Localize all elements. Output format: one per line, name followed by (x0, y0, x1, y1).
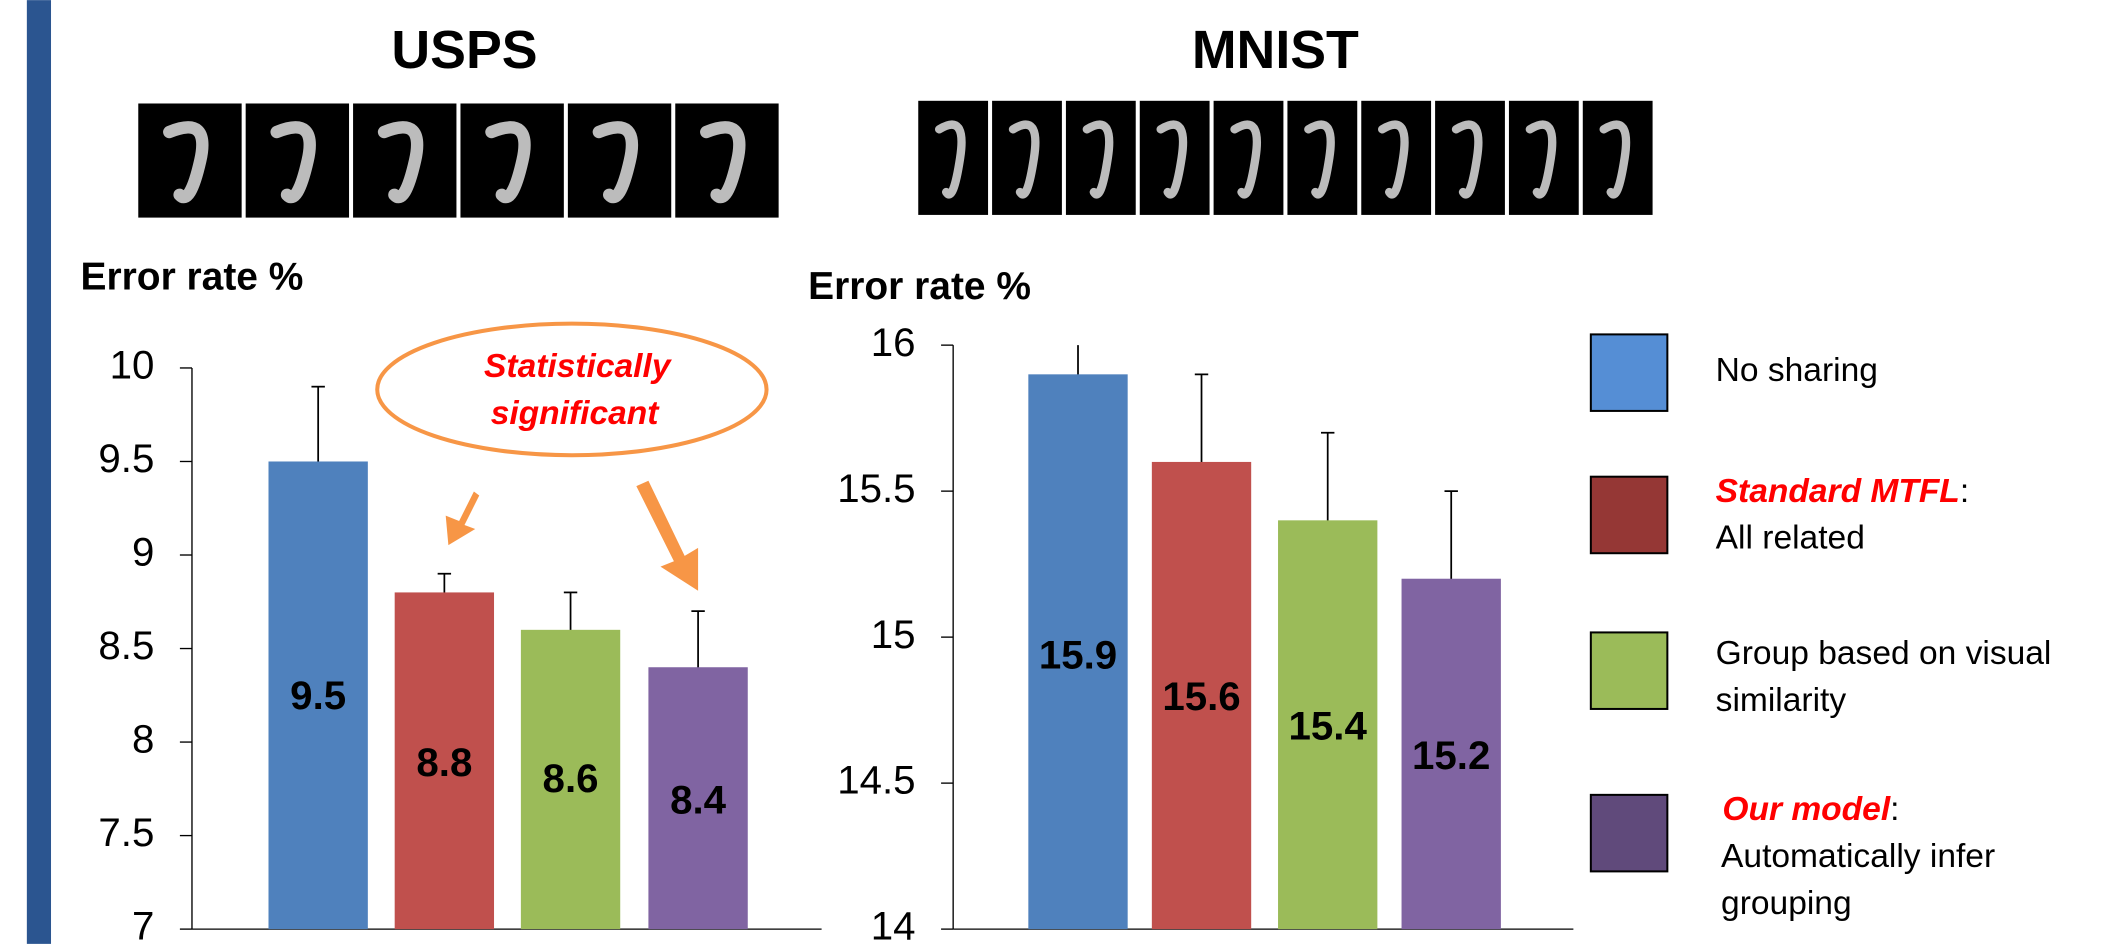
digit-image (1583, 101, 1653, 215)
legend-label: similarity (1716, 682, 1847, 719)
value-label: 9.5 (290, 673, 346, 718)
digit-image (1140, 101, 1210, 215)
page: { "chart_data": [ { "type": "bar", "titl… (0, 0, 2105, 944)
digit-image (1361, 101, 1431, 215)
y-tick-label: 7 (132, 904, 154, 944)
y-tick-label: 9.5 (98, 436, 154, 481)
slide: Statistically significant USPS Error rate… (0, 0, 2105, 944)
y-axis-label: Error rate % (808, 265, 1031, 308)
legend-swatch (1591, 477, 1668, 554)
y-tick-label: 15.5 (837, 466, 915, 511)
digit-image (1214, 101, 1284, 215)
annotation-text: Statistically (484, 348, 673, 385)
value-label: 15.2 (1412, 733, 1490, 778)
value-label: 8.6 (543, 756, 599, 801)
legend-label: All related (1716, 520, 1865, 557)
chart-title: USPS (391, 20, 537, 80)
legend-swatch (1591, 632, 1668, 709)
arrow (446, 491, 480, 545)
y-tick-label: 15 (871, 612, 916, 657)
y-tick-label: 9 (132, 530, 154, 575)
arrow (636, 481, 698, 591)
legend-emphasis-text: Standard MTFL (1716, 473, 1960, 510)
legend-label: Automatically infer (1721, 838, 1995, 875)
legend-swatch (1591, 334, 1668, 411)
y-tick-label: 16 (871, 320, 916, 365)
y-tick-label: 7.5 (98, 810, 154, 855)
legend-emphasis: Standard MTFL: (1716, 473, 1969, 510)
y-axis-label: Error rate % (81, 256, 304, 299)
value-label: 15.6 (1162, 674, 1240, 719)
digit-image (918, 101, 988, 215)
legend-swatch (1591, 795, 1668, 872)
side-stripe (27, 0, 51, 944)
value-label: 8.4 (670, 778, 727, 823)
value-label: 8.8 (416, 740, 472, 785)
digit-image (992, 101, 1062, 215)
annotation-ellipse (377, 324, 766, 456)
y-tick-label: 14.5 (837, 758, 915, 803)
y-tick-label: 8.5 (98, 623, 154, 668)
digit-image (1509, 101, 1579, 215)
legend-emphasis-text: Our model (1722, 791, 1890, 828)
error-bars (311, 387, 704, 724)
y-tick-label: 8 (132, 717, 154, 762)
legend-punctuation: : (1890, 791, 1899, 828)
legend-label: Group based on visual (1716, 635, 2052, 672)
legend-label: grouping (1721, 885, 1852, 922)
annotation-text: significant (491, 395, 661, 432)
value-label: 15.9 (1039, 633, 1117, 678)
legend-label: No sharing (1716, 352, 1878, 389)
y-tick-label: 10 (110, 343, 155, 388)
digit-image (1287, 101, 1357, 215)
y-tick-label: 14 (871, 904, 916, 944)
value-label: 15.4 (1289, 704, 1368, 749)
legend-punctuation: : (1960, 473, 1969, 510)
legend-emphasis: Our model: (1722, 791, 1899, 828)
digit-image (1066, 101, 1136, 215)
chart-title: MNIST (1192, 20, 1359, 80)
digit-image (1435, 101, 1505, 215)
error-bars (1071, 287, 1458, 667)
